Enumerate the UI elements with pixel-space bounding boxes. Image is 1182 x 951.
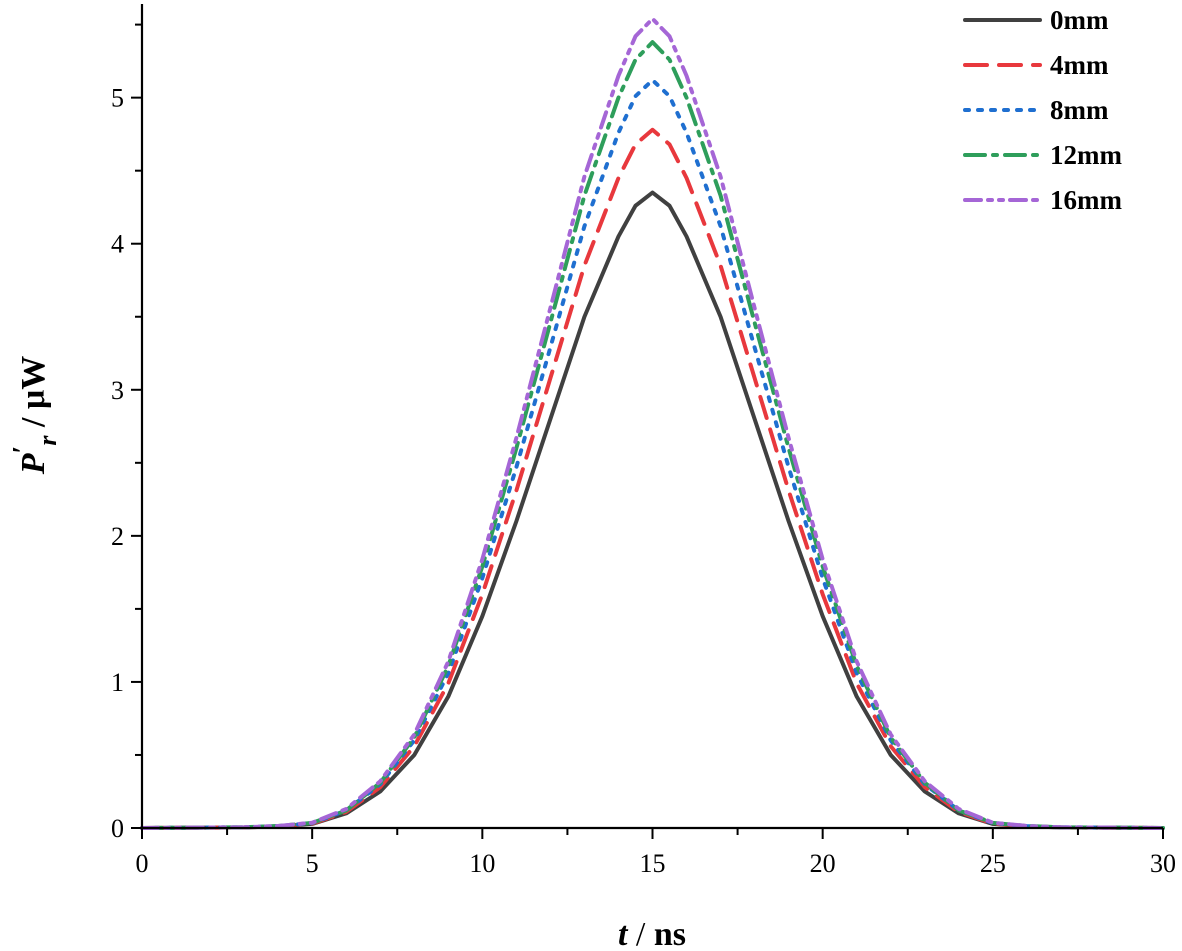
legend-label: 16mm xyxy=(1050,185,1122,215)
x-axis-ticks: 0 5 10 15 20 25 30 xyxy=(136,828,1176,878)
y-axis-ticks: 0 1 2 3 4 5 xyxy=(111,23,142,843)
y-axis-subscript: r xyxy=(33,435,62,446)
y-axis-title: P′r / μW xyxy=(8,356,62,476)
y-tick-label: 2 xyxy=(111,522,124,551)
y-tick-label: 5 xyxy=(111,84,124,113)
x-tick-label: 25 xyxy=(980,849,1006,878)
y-axis-separator: / xyxy=(15,409,52,435)
series-line-12mm xyxy=(140,40,1165,830)
x-axis-unit: ns xyxy=(654,916,686,951)
y-tick-label: 0 xyxy=(111,814,124,843)
x-tick-label: 20 xyxy=(810,849,836,878)
x-tick-label: 30 xyxy=(1150,849,1176,878)
y-tick-label: 3 xyxy=(111,376,124,405)
y-axis-variable: P xyxy=(15,453,52,475)
legend-label: 4mm xyxy=(1050,50,1109,80)
x-tick-label: 15 xyxy=(640,849,666,878)
y-tick-label: 4 xyxy=(111,230,124,259)
legend: 0mm 4mm 8mm 12mm 16mm xyxy=(963,5,1122,215)
x-tick-label: 0 xyxy=(136,849,149,878)
series-layer xyxy=(140,16,1165,830)
x-axis-title: t / ns xyxy=(618,916,686,951)
x-tick-label: 10 xyxy=(469,849,495,878)
series-line-16mm xyxy=(140,16,1165,830)
y-axis-unit: μW xyxy=(15,356,52,409)
x-tick-label: 5 xyxy=(306,849,319,878)
y-axis-prime: ′ xyxy=(8,446,39,454)
legend-label: 12mm xyxy=(1050,140,1122,170)
series-line-0mm xyxy=(140,190,1165,830)
legend-label: 0mm xyxy=(1050,5,1109,35)
axes-layer: 0 5 10 15 20 25 30 0 1 2 3 4 5 xyxy=(111,4,1176,878)
x-axis-variable: t xyxy=(618,916,629,951)
series-line-4mm xyxy=(140,127,1165,830)
legend-label: 8mm xyxy=(1050,95,1109,125)
y-tick-label: 1 xyxy=(111,668,124,697)
x-axis-separator: / xyxy=(627,916,653,951)
